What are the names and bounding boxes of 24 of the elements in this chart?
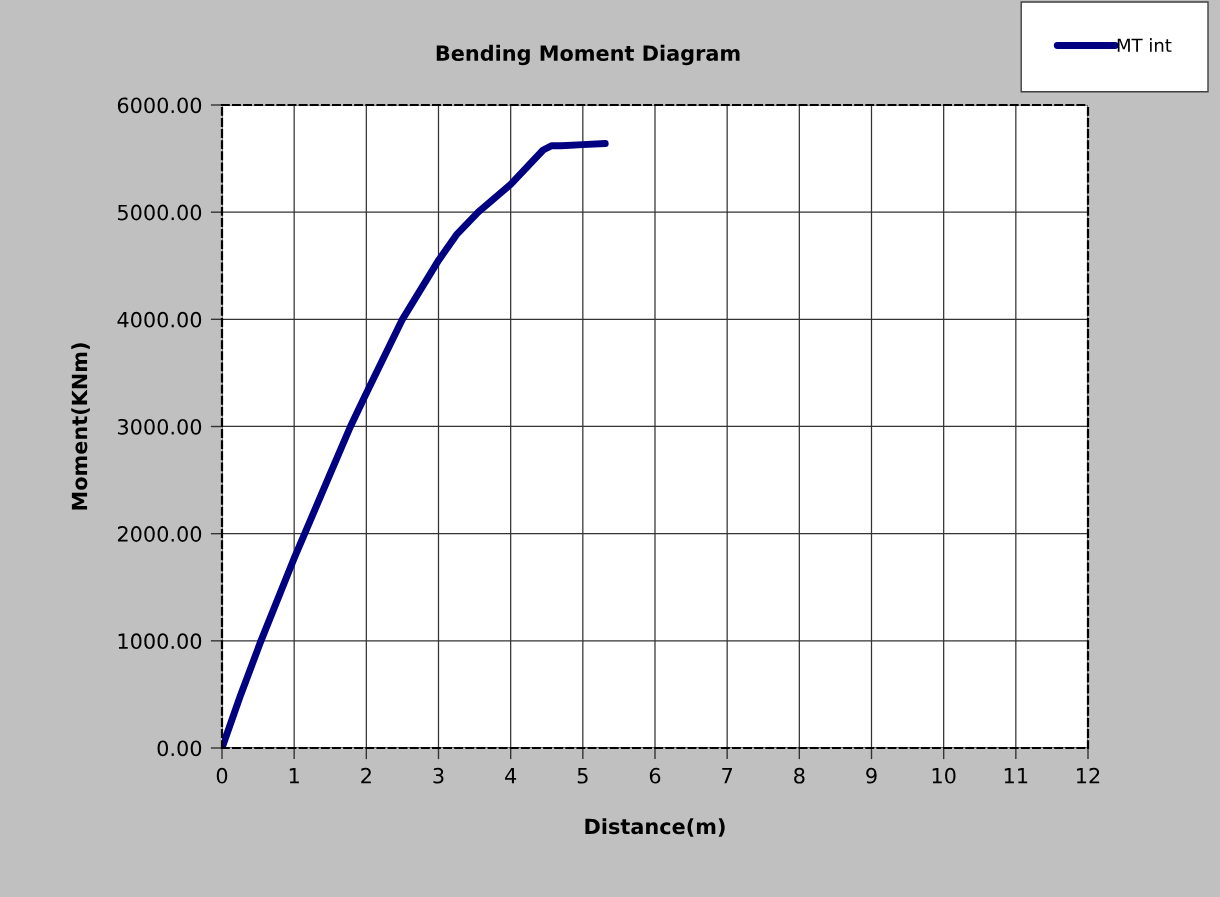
x-axis-title: Distance(m)	[585, 818, 725, 837]
x-tick-label: 12	[1077, 767, 1100, 784]
y-tick-label: 3000.00	[117, 418, 202, 435]
x-tick-label: 3	[433, 767, 444, 784]
y-tick-label: 0.00	[157, 740, 202, 757]
chart-title: Bending Moment Diagram	[436, 44, 740, 66]
y-tick-label: 4000.00	[117, 311, 202, 328]
x-tick-label: 9	[866, 767, 877, 784]
x-tick-label: 2	[361, 767, 371, 784]
x-tick-label: 8	[794, 767, 805, 784]
y-axis-title: Moment(KNm)	[71, 343, 90, 510]
y-tick-label: 1000.00	[118, 633, 202, 650]
x-tick-label: 5	[577, 768, 588, 784]
x-tick-label: 4	[505, 768, 517, 784]
x-tick-label: 11	[1004, 768, 1028, 784]
y-tick-label: 6000.00	[117, 97, 202, 114]
y-tick-label: 2000.00	[117, 526, 202, 542]
x-tick-label: 0	[216, 767, 228, 784]
x-tick-label: 7	[722, 768, 733, 784]
x-tick-label: 10	[932, 767, 956, 784]
x-tick-label: 6	[649, 767, 661, 784]
x-tick-label: 1	[289, 768, 299, 784]
y-tick-label: 5000.00	[118, 204, 202, 221]
legend-label: MT int	[1117, 38, 1172, 52]
